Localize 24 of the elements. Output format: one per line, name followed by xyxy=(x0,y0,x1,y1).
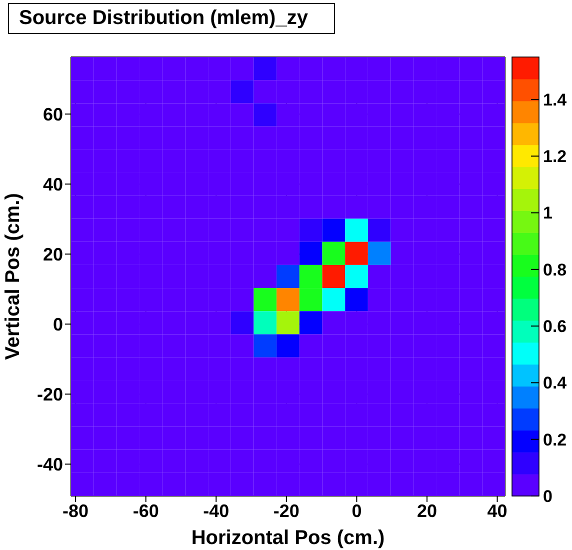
color-bar-label: 0.8 xyxy=(543,260,567,280)
x-tick-label: -60 xyxy=(132,500,159,521)
y-tick-label: 0 xyxy=(52,314,63,334)
x-tick-label: -20 xyxy=(273,500,300,521)
y-tick-label: -20 xyxy=(36,384,63,405)
x-tick-label: 0 xyxy=(352,500,362,521)
color-bar-label: 1.2 xyxy=(543,147,567,166)
y-axis-title: Vertical Pos (cm.) xyxy=(2,193,24,360)
y-tick-label: -40 xyxy=(36,454,63,475)
chart-title: Source Distribution (mlem)_zy xyxy=(8,3,335,34)
y-tick-label: 60 xyxy=(42,104,63,124)
x-axis-title: Horizontal Pos (cm.) xyxy=(191,527,385,549)
color-bar-label: 1 xyxy=(543,204,552,223)
x-tick-label: -80 xyxy=(62,500,89,521)
color-bar-label: 1.4 xyxy=(543,90,568,110)
y-tick-label: 40 xyxy=(42,174,63,194)
color-bar-label: 0 xyxy=(543,486,552,506)
x-tick-label: 40 xyxy=(487,500,508,521)
x-tick-label: 20 xyxy=(416,500,437,521)
color-bar-label: 0.6 xyxy=(543,317,567,336)
color-bar-label: 0.4 xyxy=(543,374,568,393)
y-tick-label: 20 xyxy=(42,244,63,264)
color-bar-label: 0.2 xyxy=(543,430,567,450)
x-tick-label: -40 xyxy=(203,500,230,521)
